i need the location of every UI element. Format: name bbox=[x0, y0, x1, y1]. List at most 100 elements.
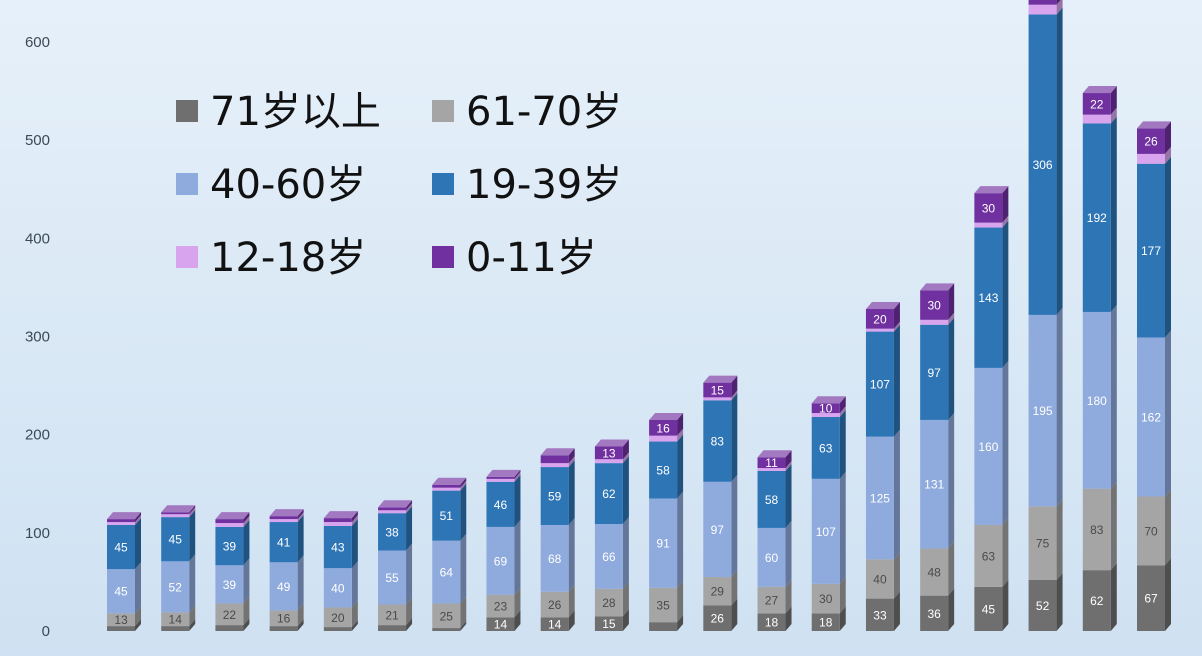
data-label: 27 bbox=[765, 594, 779, 608]
legend-label: 71岁以上 bbox=[210, 89, 381, 135]
bar-segment-side bbox=[839, 576, 846, 614]
data-label: 107 bbox=[870, 378, 890, 392]
bar-segment-side bbox=[1110, 86, 1117, 115]
bar-segment-side bbox=[1110, 107, 1117, 124]
legend-item: 19-39岁 bbox=[432, 162, 622, 208]
bar-segment-side bbox=[677, 580, 684, 623]
bar-segment-side bbox=[135, 517, 141, 570]
data-label: 195 bbox=[1033, 404, 1053, 418]
bar-segment bbox=[1082, 93, 1111, 115]
bar-stack: 26 29 97 83 15 bbox=[703, 375, 738, 631]
bar-segment-side bbox=[1110, 563, 1117, 631]
bar-segment bbox=[432, 487, 461, 491]
data-label: 55 bbox=[385, 571, 399, 585]
bar-segment-side bbox=[135, 619, 141, 631]
bar-segment-side bbox=[243, 516, 250, 527]
bar-stack: 20 40 43 bbox=[323, 511, 358, 631]
bar-segment bbox=[269, 522, 298, 563]
bar-segment bbox=[378, 507, 407, 511]
bar-segment-side bbox=[1165, 330, 1171, 497]
bar-segment bbox=[1082, 488, 1111, 571]
bar-segment-side bbox=[568, 610, 575, 631]
data-label: 38 bbox=[385, 525, 399, 539]
data-label: 25 bbox=[440, 609, 454, 623]
bar-segment bbox=[215, 523, 244, 527]
bar-segment-side bbox=[1165, 146, 1171, 164]
bar-top-face bbox=[974, 186, 1009, 194]
data-label: 28 bbox=[602, 596, 616, 610]
bar-segment bbox=[1137, 153, 1165, 164]
bar-segment bbox=[757, 586, 786, 614]
bar-segment bbox=[432, 603, 461, 629]
bar-segment bbox=[323, 627, 352, 631]
legend-item: 0-11岁 bbox=[432, 235, 597, 281]
bar-stack: 22 39 39 bbox=[215, 512, 250, 631]
bar-segment-side bbox=[622, 516, 629, 589]
bar-segment-side bbox=[514, 610, 521, 631]
bar-segment bbox=[215, 565, 244, 604]
bar-top-face bbox=[920, 283, 955, 291]
bar-segment-side bbox=[1110, 116, 1117, 312]
data-label: 58 bbox=[765, 493, 779, 507]
bar-segment bbox=[865, 598, 894, 631]
bar-segment bbox=[649, 441, 678, 499]
bar-segment-side bbox=[1002, 220, 1009, 368]
legend: 71岁以上 61-70岁 40-60岁 19-39岁 12-18岁 0-11岁 bbox=[176, 89, 622, 281]
bar-stack: 45 63 160 143 30 bbox=[974, 186, 1009, 631]
bar-segment bbox=[757, 457, 786, 469]
bar-segment bbox=[703, 481, 732, 578]
bar-segment bbox=[432, 540, 461, 604]
bar-segment bbox=[703, 605, 732, 631]
bar-segment bbox=[323, 522, 352, 526]
bar-segment bbox=[1082, 123, 1111, 312]
bar-segment-side bbox=[514, 474, 521, 527]
y-tick-label: 300 bbox=[25, 329, 50, 346]
data-label: 63 bbox=[819, 441, 833, 455]
bar-segment bbox=[1137, 163, 1165, 338]
data-label: 58 bbox=[656, 464, 670, 478]
bar-segment-side bbox=[243, 512, 250, 524]
legend-swatch bbox=[176, 173, 198, 195]
data-label: 18 bbox=[819, 616, 833, 630]
data-label: 306 bbox=[1033, 158, 1053, 172]
bar-segment bbox=[540, 467, 569, 525]
bar-segment bbox=[920, 290, 949, 320]
bar-segment bbox=[865, 309, 894, 329]
bar-segment bbox=[107, 522, 135, 525]
data-label: 43 bbox=[331, 541, 345, 555]
bar-segment bbox=[920, 595, 949, 631]
data-label: 51 bbox=[440, 509, 454, 523]
legend-label: 61-70岁 bbox=[466, 89, 622, 135]
y-tick-label: 200 bbox=[25, 427, 50, 444]
bar-segment-side bbox=[243, 618, 250, 631]
legend-label: 19-39岁 bbox=[466, 162, 622, 208]
bar-segment bbox=[594, 616, 623, 631]
data-label: 52 bbox=[1036, 599, 1050, 613]
bar-segment bbox=[974, 586, 1003, 631]
legend-label: 12-18岁 bbox=[210, 235, 366, 281]
bar-segment-side bbox=[893, 302, 900, 329]
data-label: 63 bbox=[982, 549, 996, 563]
bar-segment bbox=[378, 625, 407, 631]
bar-segment bbox=[1137, 565, 1165, 631]
bar-segment-side bbox=[948, 412, 955, 549]
bar-segment bbox=[865, 559, 894, 599]
bar-segment bbox=[1028, 579, 1057, 631]
bar-segment-side bbox=[948, 541, 955, 596]
bar-top-face bbox=[323, 511, 358, 519]
bar-segment-side bbox=[297, 619, 304, 631]
bar-segment bbox=[1028, 14, 1057, 315]
bar-segment bbox=[486, 617, 515, 631]
bar-segment bbox=[974, 193, 1003, 223]
bar-segment bbox=[1082, 311, 1111, 489]
bar-segment bbox=[594, 446, 623, 460]
bar-segment-side bbox=[1056, 499, 1063, 580]
bar-segment-side bbox=[351, 511, 358, 523]
y-tick-label: 0 bbox=[42, 623, 50, 640]
data-label: 62 bbox=[602, 487, 616, 501]
bar-segment-side bbox=[731, 474, 738, 578]
bar-top-face bbox=[486, 469, 521, 477]
bar-segment bbox=[1028, 314, 1057, 507]
data-label: 131 bbox=[924, 478, 944, 492]
data-label: 39 bbox=[223, 578, 237, 592]
